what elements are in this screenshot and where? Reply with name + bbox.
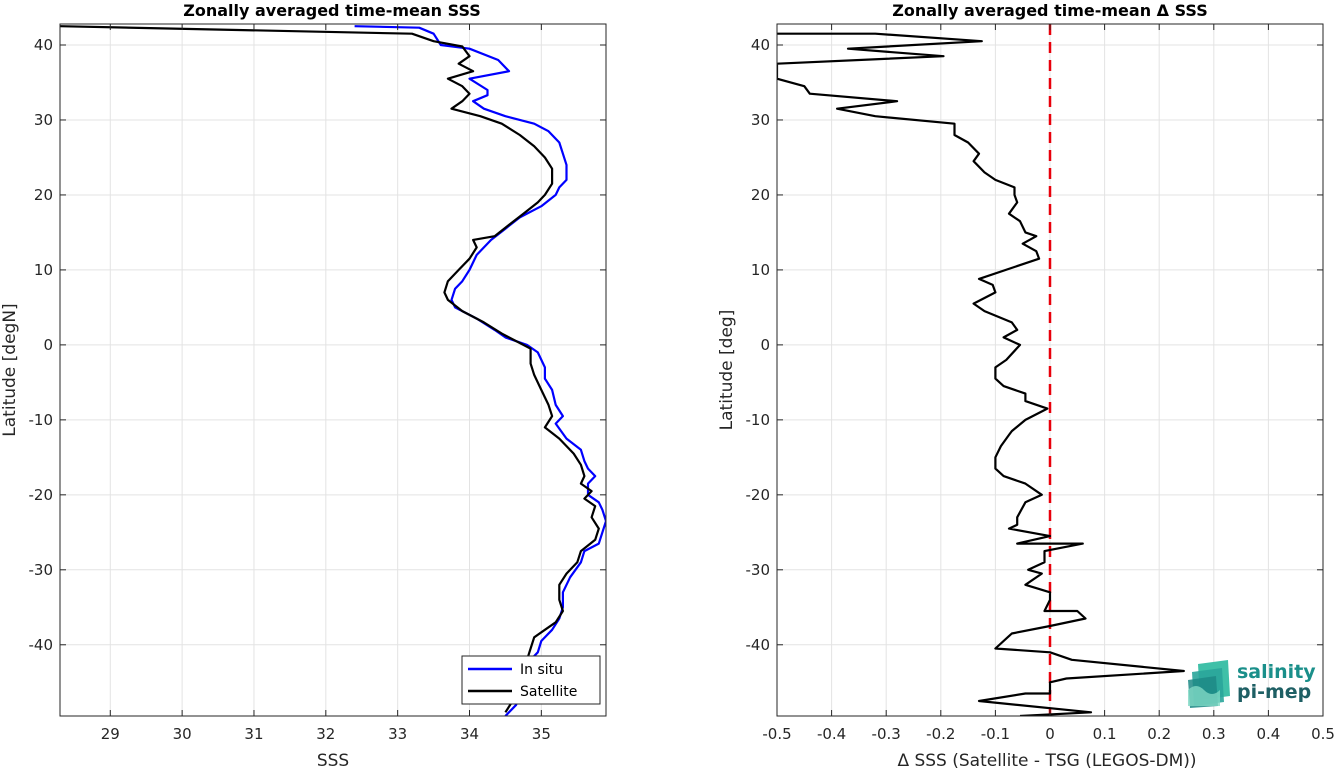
salinity-pi-mep-logo: salinity pi-mep: [1188, 660, 1316, 708]
delta-sss-x-tick-label: -0.2: [926, 725, 955, 743]
delta-sss-x-tick-label: -0.1: [981, 725, 1010, 743]
sss-y-tick-label: 40: [34, 36, 53, 54]
sss-series-line-satellite: [60, 25, 600, 713]
delta-sss-x-axis-label: Δ SSS (Satellite - TSG (LEGOS-DM)): [897, 751, 1196, 769]
sss-y-tick-label: 0: [43, 336, 53, 354]
sss-x-tick-label: 33: [388, 725, 407, 743]
delta-sss-y-tick-label: 30: [751, 111, 770, 129]
delta-sss-y-tick-label: 40: [751, 36, 770, 54]
sss-legend: In situ Satellite: [461, 655, 601, 705]
legend-insitu-label: In situ: [520, 662, 563, 678]
sss-y-tick-label: -10: [29, 411, 54, 429]
delta-sss-x-tick-label: 0.4: [1256, 725, 1280, 743]
delta-sss-y-tick-label: -20: [746, 486, 771, 504]
delta-sss-x-tick-label: 0.3: [1202, 725, 1226, 743]
delta-sss-y-tick-label: 10: [751, 261, 770, 279]
sss-x-tick-label: 29: [101, 725, 120, 743]
delta-sss-panel: Zonally averaged time-mean Δ SSS -0.5 -0.…: [717, 1, 1335, 769]
sss-panel: Zonally averaged time-mean SSS 29 30 31 32 3…: [0, 1, 607, 769]
sss-x-tick-label: 31: [244, 725, 263, 743]
sss-y-tick-label: -40: [29, 636, 54, 654]
sss-x-axis-label: SSS: [317, 751, 349, 769]
sss-y-tick-label: 20: [34, 186, 53, 204]
sss-y-axis-label: Latitude [degN]: [0, 303, 20, 436]
delta-sss-series-group: [777, 24, 1185, 716]
sss-x-tick-label: 35: [532, 725, 551, 743]
delta-sss-series-line-delta: [777, 32, 1185, 716]
delta-sss-x-tick-label: -0.3: [872, 725, 901, 743]
delta-sss-y-tick-label: -40: [746, 636, 771, 654]
delta-sss-y-tick-label: -10: [746, 411, 771, 429]
delta-sss-y-tick-label: 0: [760, 336, 770, 354]
delta-sss-x-tick-label: -0.4: [817, 725, 846, 743]
sss-plot-frame: [59, 23, 607, 717]
legend-satellite-label: Satellite: [520, 684, 577, 700]
delta-sss-chart-title: Zonally averaged time-mean Δ SSS: [892, 1, 1208, 20]
delta-sss-x-tick-label: 0.1: [1093, 725, 1117, 743]
sss-y-tick-label: -20: [29, 486, 54, 504]
sss-x-tick-label: 30: [173, 725, 192, 743]
logo-line1: salinity: [1237, 661, 1316, 683]
delta-sss-y-axis-label: Latitude [deg]: [717, 310, 737, 431]
sss-chart-title: Zonally averaged time-mean SSS: [183, 1, 481, 20]
delta-sss-x-tick-label: 0.5: [1311, 725, 1335, 743]
sss-ticks: 29 30 31 32 33 34 35 40 30 20 10 0 -10 -20 -30 -40: [29, 24, 606, 743]
sss-x-tick-label: 34: [460, 725, 479, 743]
sss-y-tick-label: 30: [34, 111, 53, 129]
delta-sss-y-tick-label: 20: [751, 186, 770, 204]
logo-line2: pi-mep: [1237, 681, 1311, 703]
delta-sss-x-tick-label: 0.2: [1147, 725, 1171, 743]
delta-sss-x-tick-label: -0.5: [762, 725, 791, 743]
sss-x-tick-label: 32: [316, 725, 335, 743]
delta-sss-x-tick-label: 0: [1045, 725, 1055, 743]
logo-wave-icon: [1188, 660, 1230, 708]
legend-box: [461, 655, 601, 705]
sss-y-tick-label: 10: [34, 261, 53, 279]
sss-y-tick-label: -30: [29, 561, 54, 579]
sss-series-line-in-situ: [354, 25, 606, 716]
delta-sss-ticks: -0.5 -0.4 -0.3 -0.2 -0.1 0 0.1 0.2 0.3 0.4 0.5 40 30…: [746, 24, 1335, 743]
sss-gridlines: [60, 24, 606, 716]
delta-sss-y-tick-label: -30: [746, 561, 771, 579]
sss-series-group: [60, 25, 606, 716]
